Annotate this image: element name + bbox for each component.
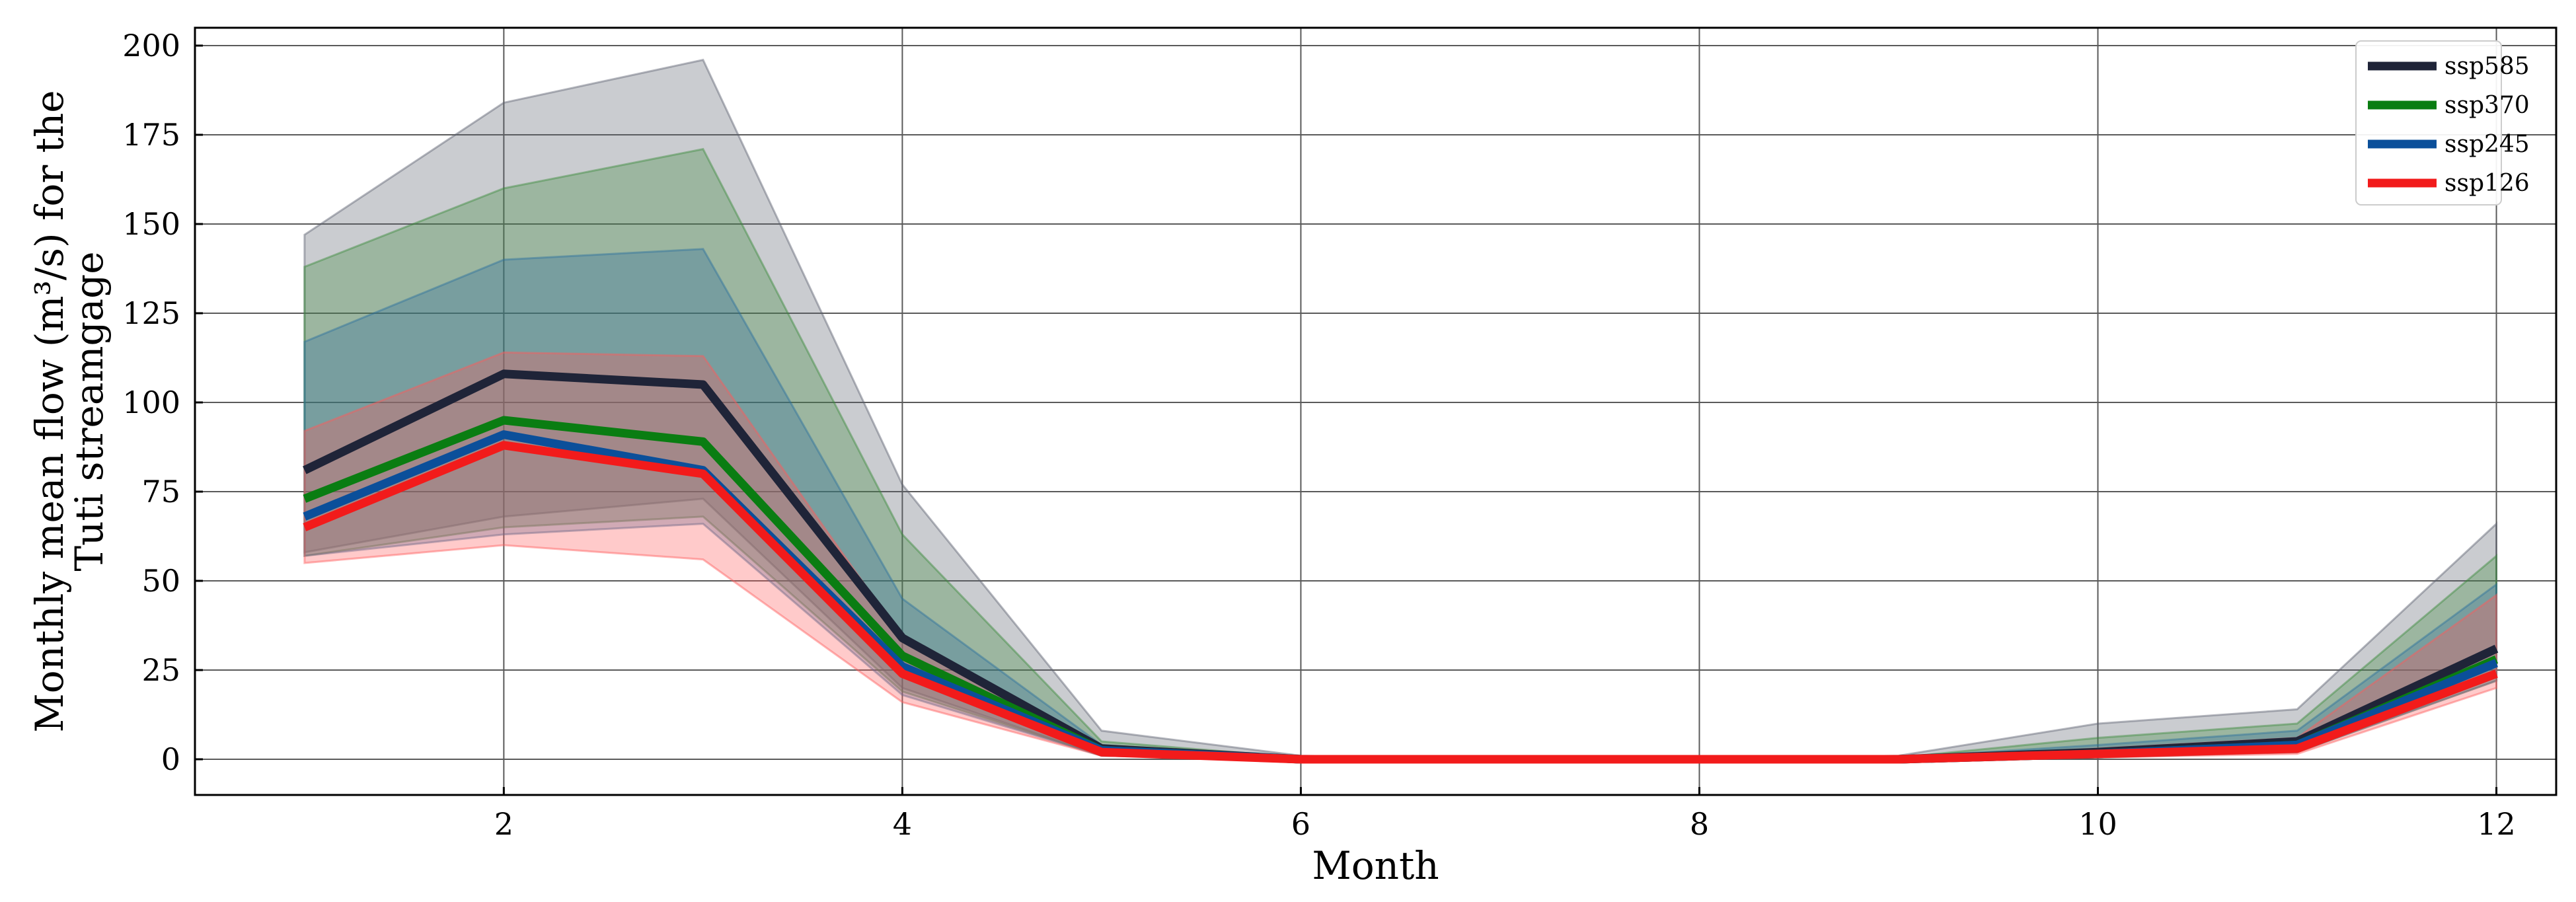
y-tick-label: 125 <box>122 295 180 331</box>
legend-box <box>2355 40 2502 206</box>
y-axis-title-line: Tuti streamgage <box>67 251 112 571</box>
x-tick-label: 12 <box>2477 806 2516 842</box>
x-tick-label: 6 <box>1291 806 1310 842</box>
x-tick-label: 2 <box>494 806 513 842</box>
y-axis-title-line: Monthly mean flow (m³/s) for the <box>27 90 72 732</box>
y-tick-label: 200 <box>122 28 180 63</box>
y-tick-label: 175 <box>122 117 180 153</box>
y-axis-title: Monthly mean flow (m³/s) for theTuti str… <box>27 90 112 732</box>
series-lines <box>303 369 2499 764</box>
y-tick-label: 150 <box>122 206 180 242</box>
y-tick-label: 75 <box>141 474 180 509</box>
grid-lines <box>195 28 2556 795</box>
line-ssp126 <box>303 441 2498 764</box>
x-tick-label: 8 <box>1690 806 1709 842</box>
x-axis-title: Month <box>1312 843 1439 888</box>
plot-frame <box>194 26 2557 796</box>
y-tick-label: 25 <box>141 652 180 688</box>
axes: 2 4 6 8 10 12 0 25 50 75 100 125 150 175 200 Month Month… <box>27 26 2557 888</box>
legend-label-ssp126: ssp126 <box>2444 170 2530 197</box>
legend: ssp585 ssp370 ssp245 ssp126 <box>2355 40 2530 206</box>
legend-label-ssp245: ssp245 <box>2444 131 2530 158</box>
legend-label-ssp585: ssp585 <box>2444 53 2530 80</box>
legend-label-ssp370: ssp370 <box>2444 92 2530 119</box>
y-tick-label: 0 <box>161 741 180 777</box>
x-tick-label: 4 <box>893 806 912 842</box>
y-tick-label: 100 <box>122 385 180 420</box>
x-tick-label: 10 <box>2078 806 2117 842</box>
y-tick-label: 50 <box>141 563 180 599</box>
